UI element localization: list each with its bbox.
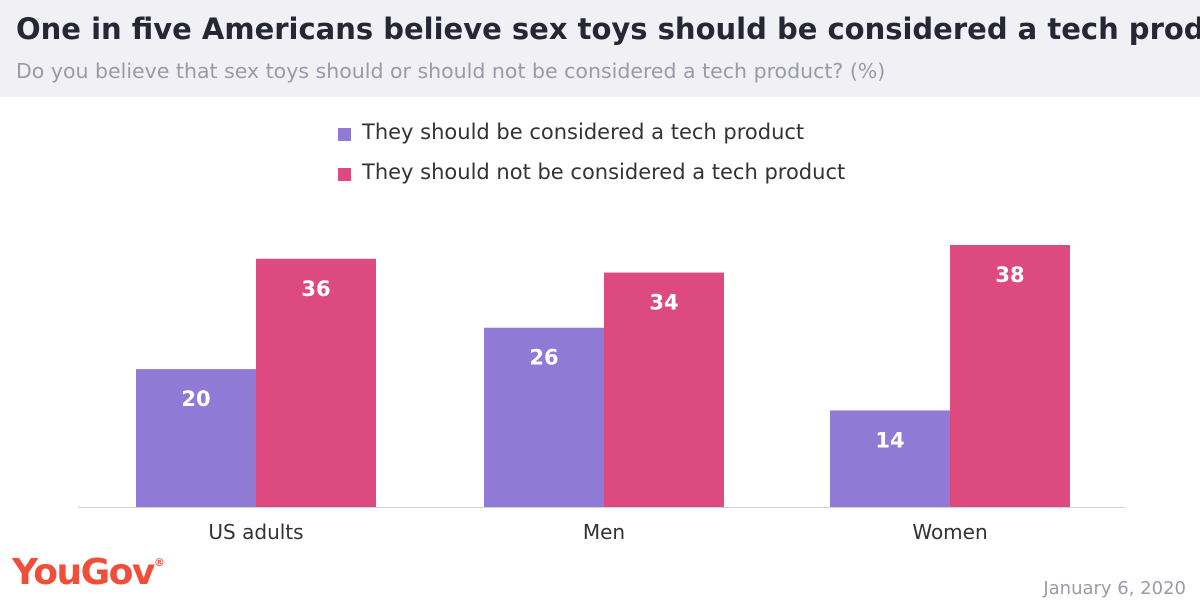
bar-should-not-1 — [604, 272, 724, 507]
data-label-should-not-0: 36 — [301, 277, 330, 301]
data-label-should-not-1: 34 — [649, 291, 678, 315]
bar-should-0 — [136, 369, 256, 507]
legend-label-should-not: They should not be considered a tech pro… — [362, 160, 846, 184]
data-label-should-not-2: 38 — [995, 263, 1024, 287]
chart-title: One in five Americans believe sex toys s… — [16, 12, 1200, 46]
publish-date: January 6, 2020 — [1043, 578, 1186, 599]
yougov-logo: YouGov® — [12, 552, 165, 593]
data-label-should-2: 14 — [875, 428, 904, 452]
logo-text: YouGov — [12, 552, 155, 593]
logo-registered-mark: ® — [153, 556, 165, 569]
chart-subtitle: Do you believe that sex toys should or s… — [16, 59, 886, 83]
legend-swatch-should-not — [338, 168, 351, 181]
legend-label-should: They should be considered a tech product — [362, 120, 805, 144]
x-tick-label-1: Men — [583, 520, 625, 544]
data-label-should-0: 20 — [181, 387, 210, 411]
x-tick-label-2: Women — [912, 520, 987, 544]
data-label-should-1: 26 — [529, 346, 558, 370]
x-tick-label-0: US adults — [208, 520, 303, 544]
header-band: One in five Americans believe sex toys s… — [0, 0, 1200, 97]
legend-swatch-should — [338, 128, 351, 141]
bar-should-not-2 — [950, 245, 1070, 507]
bar-should-2 — [830, 410, 950, 507]
bar-should-1 — [484, 327, 604, 507]
bar-should-not-0 — [256, 258, 376, 507]
